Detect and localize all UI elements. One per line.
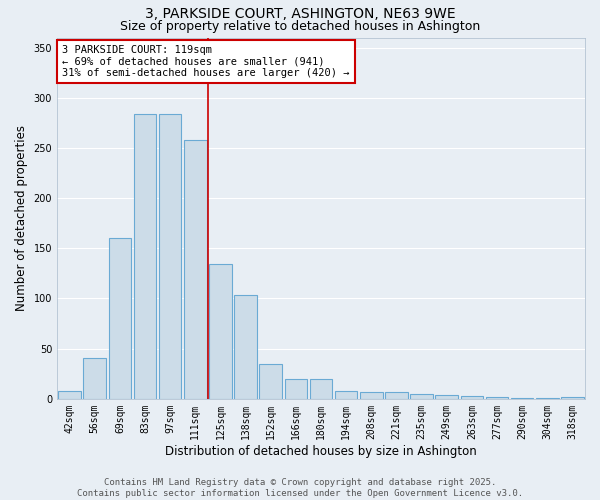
Bar: [511, 398, 533, 399]
Bar: [436, 395, 458, 399]
Bar: [410, 394, 433, 399]
Bar: [58, 391, 81, 399]
Bar: [259, 364, 282, 399]
Bar: [134, 114, 157, 399]
Bar: [360, 392, 383, 399]
Bar: [109, 238, 131, 399]
Bar: [335, 391, 358, 399]
Text: Contains HM Land Registry data © Crown copyright and database right 2025.
Contai: Contains HM Land Registry data © Crown c…: [77, 478, 523, 498]
X-axis label: Distribution of detached houses by size in Ashington: Distribution of detached houses by size …: [165, 444, 477, 458]
Bar: [209, 264, 232, 399]
Bar: [234, 296, 257, 399]
Bar: [485, 397, 508, 399]
Bar: [461, 396, 483, 399]
Bar: [184, 140, 206, 399]
Bar: [561, 397, 584, 399]
Bar: [536, 398, 559, 399]
Bar: [83, 358, 106, 399]
Text: 3, PARKSIDE COURT, ASHINGTON, NE63 9WE: 3, PARKSIDE COURT, ASHINGTON, NE63 9WE: [145, 8, 455, 22]
Text: 3 PARKSIDE COURT: 119sqm
← 69% of detached houses are smaller (941)
31% of semi-: 3 PARKSIDE COURT: 119sqm ← 69% of detach…: [62, 44, 350, 78]
Bar: [310, 379, 332, 399]
Bar: [385, 392, 408, 399]
Y-axis label: Number of detached properties: Number of detached properties: [15, 125, 28, 311]
Bar: [284, 379, 307, 399]
Bar: [159, 114, 181, 399]
Text: Size of property relative to detached houses in Ashington: Size of property relative to detached ho…: [120, 20, 480, 33]
